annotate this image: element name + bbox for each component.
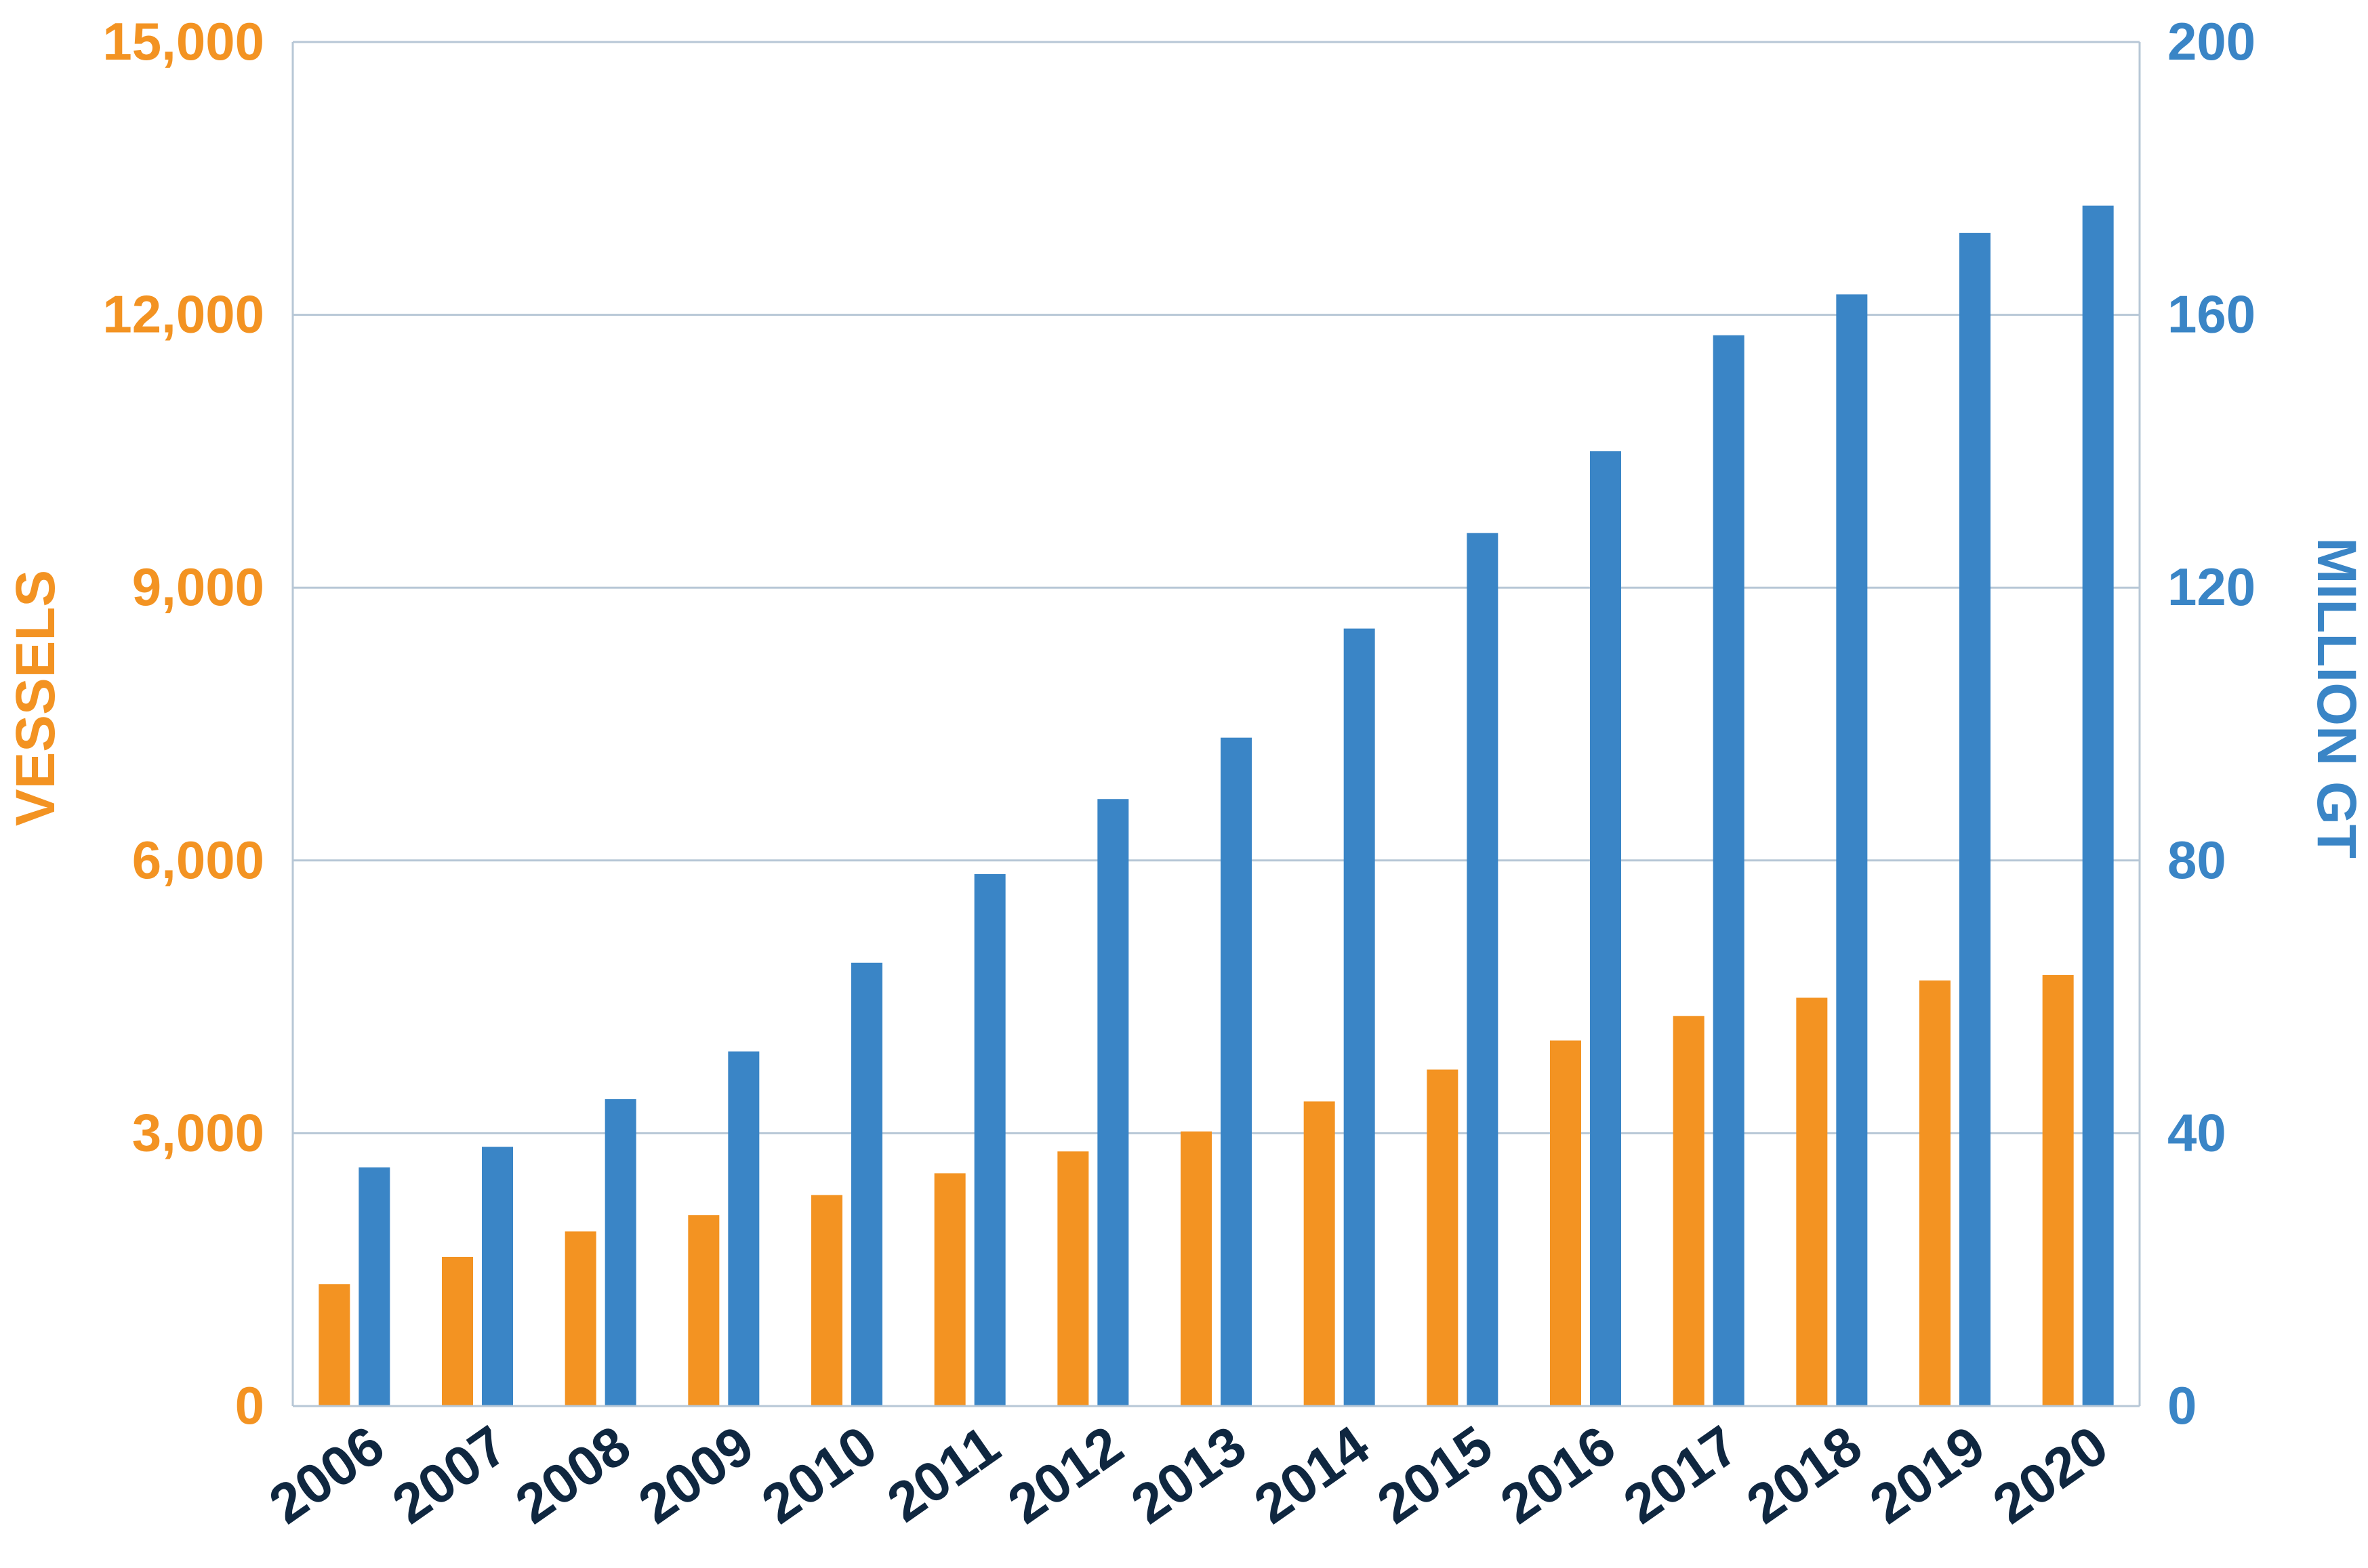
x-tick-label: 2014 — [1244, 1414, 1381, 1535]
bar-million-gt-2019 — [1959, 232, 1991, 1406]
bar-vessels-2020 — [2042, 974, 2074, 1406]
x-tick-label: 2010 — [751, 1414, 888, 1535]
bar-million-gt-2011 — [974, 873, 1006, 1406]
bar-million-gt-2014 — [1343, 628, 1375, 1406]
x-tick-label: 2017 — [1613, 1414, 1750, 1535]
left-tick-label: 6,000 — [132, 830, 264, 890]
x-tick-label: 2012 — [998, 1414, 1135, 1535]
x-tick-label: 2013 — [1120, 1414, 1257, 1535]
bar-million-gt-2008 — [605, 1099, 636, 1406]
right-tick-label: 80 — [2167, 830, 2226, 890]
bar-vessels-2008 — [565, 1231, 596, 1406]
x-tick-label: 2019 — [1859, 1414, 1996, 1535]
x-tick-label: 2016 — [1490, 1414, 1627, 1535]
bar-million-gt-2007 — [482, 1147, 513, 1406]
right-tick-label: 200 — [2167, 12, 2255, 71]
bar-vessels-2018 — [1796, 997, 1828, 1406]
bar-vessels-2010 — [811, 1195, 842, 1406]
right-axis-ticks: 0 40 80 120 160 200 — [2167, 12, 2255, 1435]
left-tick-label: 3,000 — [132, 1102, 264, 1162]
bar-million-gt-2015 — [1467, 533, 1498, 1407]
bar-million-gt-2012 — [1097, 799, 1129, 1406]
x-tick-label: 2020 — [1982, 1414, 2119, 1535]
left-tick-label: 12,000 — [102, 285, 264, 344]
bar-million-gt-2016 — [1590, 451, 1621, 1406]
x-axis-ticks: 2006200720082009201020112012201320142015… — [259, 1414, 2119, 1535]
bar-vessels-2011 — [934, 1173, 966, 1406]
x-tick-label: 2008 — [505, 1414, 642, 1535]
bar-million-gt-2010 — [851, 962, 882, 1406]
bars — [319, 205, 2114, 1407]
bar-vessels-2007 — [442, 1256, 473, 1406]
bar-million-gt-2013 — [1221, 737, 1252, 1406]
x-tick-label: 2007 — [382, 1414, 518, 1535]
bar-million-gt-2009 — [728, 1051, 760, 1406]
gridlines — [293, 314, 2140, 1134]
bar-million-gt-2017 — [1713, 335, 1744, 1406]
right-tick-label: 0 — [2167, 1376, 2197, 1435]
bar-vessels-2017 — [1673, 1016, 1704, 1406]
bar-vessels-2019 — [1919, 980, 1951, 1406]
right-axis-title: MILLION GT — [2306, 537, 2367, 859]
bar-vessels-2009 — [688, 1215, 720, 1406]
bar-vessels-2006 — [319, 1284, 350, 1406]
bar-vessels-2015 — [1427, 1069, 1458, 1406]
bar-million-gt-2018 — [1836, 294, 1868, 1406]
x-tick-label: 2009 — [628, 1414, 765, 1535]
x-tick-label: 2015 — [1367, 1414, 1504, 1535]
left-axis-ticks: 0 3,000 6,000 9,000 12,000 15,000 — [102, 12, 264, 1435]
left-axis-title: VESSELS — [5, 570, 66, 826]
bar-vessels-2012 — [1057, 1151, 1089, 1406]
bar-vessels-2016 — [1550, 1040, 1581, 1406]
bar-vessels-2013 — [1181, 1131, 1212, 1406]
plot-frame — [291, 41, 2141, 1407]
right-tick-label: 160 — [2167, 285, 2255, 344]
bar-vessels-2014 — [1303, 1101, 1335, 1406]
right-tick-label: 120 — [2167, 557, 2255, 617]
x-tick-label: 2006 — [259, 1414, 396, 1535]
x-tick-label: 2011 — [877, 1414, 1011, 1534]
left-tick-label: 15,000 — [102, 12, 264, 71]
left-tick-label: 9,000 — [132, 557, 264, 617]
bar-million-gt-2020 — [2082, 205, 2114, 1406]
x-tick-label: 2018 — [1736, 1414, 1873, 1535]
right-tick-label: 40 — [2167, 1102, 2226, 1162]
bar-million-gt-2006 — [359, 1167, 390, 1406]
left-tick-label: 0 — [235, 1376, 264, 1435]
